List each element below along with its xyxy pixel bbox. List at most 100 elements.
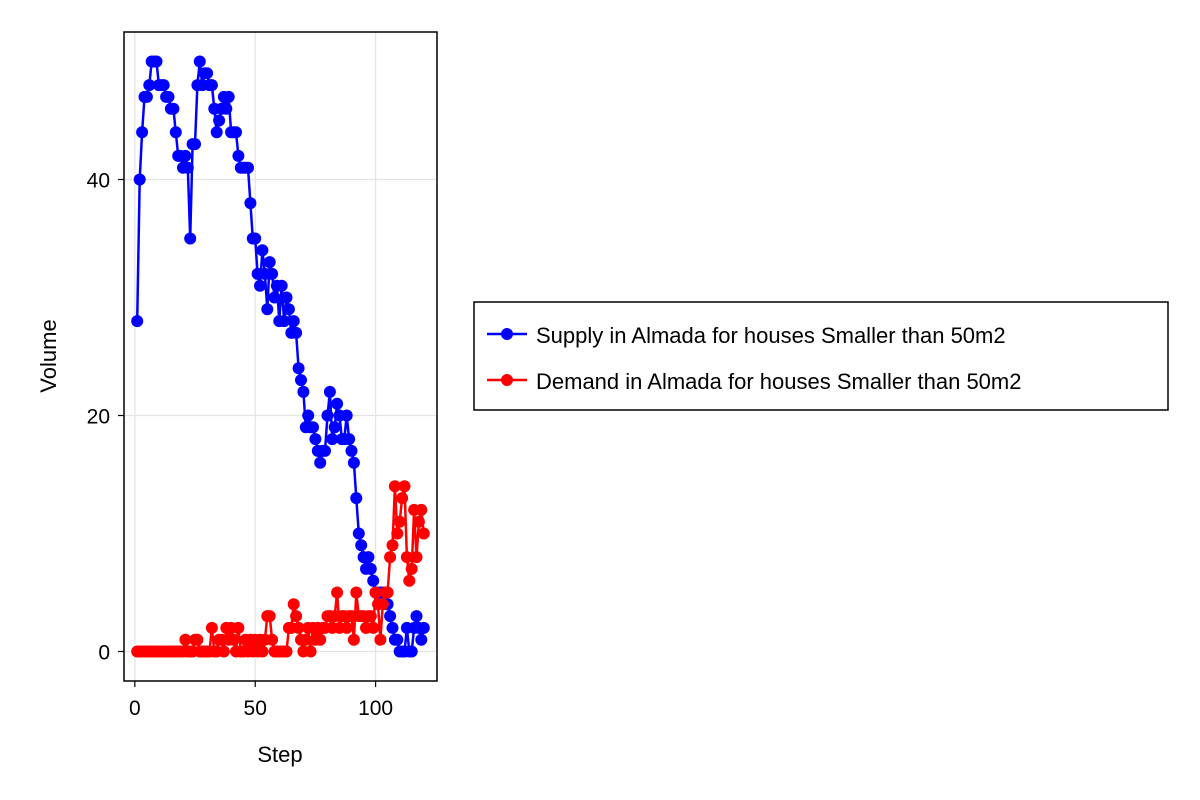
data-point-supply (297, 385, 310, 398)
axis-ticks: 0 50 100 0 20 40 (87, 170, 393, 721)
legend-marker-demand (501, 374, 513, 386)
data-point-supply (309, 433, 322, 446)
data-point-demand (367, 621, 380, 634)
data-point-supply (213, 114, 226, 127)
data-point-demand (227, 633, 240, 646)
data-point-supply (167, 102, 180, 115)
data-point-supply (355, 539, 368, 552)
data-point-supply (220, 102, 233, 115)
data-point-supply (263, 256, 276, 269)
data-point-supply (242, 161, 254, 174)
data-point-supply (189, 138, 201, 151)
data-point-demand (374, 633, 387, 646)
data-point-supply (157, 79, 170, 92)
data-point-supply (340, 409, 353, 422)
data-point-supply (352, 527, 365, 540)
data-point-demand (393, 515, 406, 528)
data-point-supply (384, 610, 397, 623)
y-axis-label: Volume (36, 319, 61, 392)
data-point-supply (184, 232, 197, 245)
data-point-supply (347, 456, 360, 469)
y-tick-label: 40 (87, 170, 110, 193)
data-point-supply (321, 409, 334, 422)
data-point-supply (362, 551, 375, 564)
data-point-supply (261, 303, 274, 316)
data-point-supply (328, 421, 341, 434)
data-point-demand (280, 645, 293, 658)
data-point-supply (282, 303, 295, 316)
data-point-supply (140, 90, 153, 103)
data-point-demand (263, 610, 276, 623)
data-point-supply (302, 409, 315, 422)
data-point-supply (410, 610, 423, 623)
legend: Supply in Almada for houses Smaller than… (473, 301, 1169, 411)
y-tick-label: 0 (98, 642, 110, 665)
data-point-supply (415, 633, 428, 646)
data-point-demand (412, 515, 425, 528)
legend-marker-supply (501, 328, 513, 340)
data-point-supply (266, 267, 279, 280)
data-point-demand (232, 621, 245, 634)
data-point-supply (193, 55, 206, 68)
data-point-supply (278, 315, 291, 328)
data-point-supply (367, 574, 380, 587)
data-point-supply (364, 562, 377, 575)
data-point-supply (331, 397, 344, 410)
data-point-demand (347, 633, 360, 646)
data-point-supply (162, 90, 175, 103)
data-point-demand (384, 551, 397, 564)
data-point-supply (268, 291, 281, 304)
data-point-demand (417, 527, 430, 540)
data-point-supply (254, 279, 266, 292)
data-point-demand (290, 610, 303, 623)
data-point-demand (415, 503, 428, 516)
data-point-supply (417, 621, 430, 634)
data-point-supply (386, 621, 399, 634)
data-point-demand (299, 633, 312, 646)
legend-label-demand: Demand in Almada for houses Smaller than… (536, 369, 1021, 394)
data-point-supply (405, 645, 418, 658)
data-point-demand (331, 586, 344, 599)
data-point-supply (143, 79, 156, 92)
data-point-demand (292, 621, 305, 634)
data-point-demand (205, 621, 218, 634)
y-tick-label: 20 (87, 406, 110, 429)
data-point-supply (179, 149, 192, 162)
x-tick-label: 100 (358, 697, 393, 720)
data-point-demand (388, 480, 401, 493)
data-point-demand (287, 598, 300, 611)
data-point-supply (249, 232, 262, 245)
data-point-demand (350, 586, 363, 599)
data-point-demand (381, 586, 394, 599)
data-point-supply (133, 173, 146, 186)
legend-frame (473, 301, 1169, 411)
data-point-demand (400, 551, 413, 564)
data-point-supply (295, 374, 307, 387)
data-point-supply (256, 244, 269, 257)
data-point-supply (181, 161, 194, 174)
data-point-demand (405, 562, 418, 575)
data-point-demand (398, 480, 411, 493)
x-tick-label: 50 (244, 697, 267, 720)
data-point-supply (391, 633, 404, 646)
data-point-supply (280, 291, 293, 304)
data-point-supply (169, 126, 182, 139)
x-tick-label: 0 (129, 697, 141, 720)
data-point-demand (179, 633, 192, 646)
data-point-supply (131, 315, 144, 328)
data-point-supply (222, 90, 235, 103)
data-point-supply (323, 385, 336, 398)
data-point-demand (340, 621, 353, 634)
data-point-supply (292, 362, 305, 375)
data-point-supply (350, 492, 363, 505)
data-point-demand (369, 586, 382, 599)
series-line-demand (137, 485, 426, 653)
data-point-demand (304, 645, 317, 658)
data-point-supply (230, 126, 242, 139)
data-point-supply (201, 67, 214, 80)
data-point-demand (266, 633, 279, 646)
data-point-demand (386, 539, 399, 552)
data-point-demand (410, 551, 423, 564)
data-point-supply (136, 126, 149, 139)
data-point-supply (290, 326, 303, 339)
